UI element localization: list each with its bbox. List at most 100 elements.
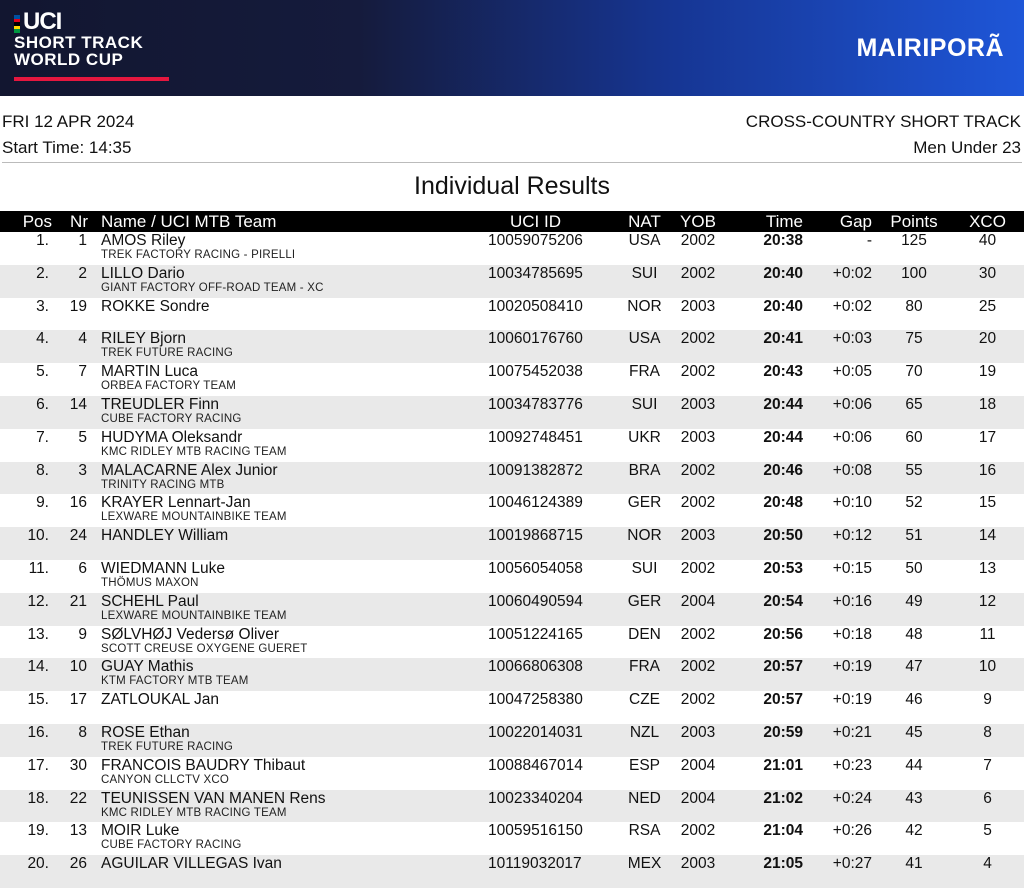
rider-uci-id: 10066806308 [488, 658, 583, 676]
rider-pos: 16. [27, 723, 49, 741]
start-time: Start Time: 14:35 [2, 138, 132, 157]
rider-uci-id: 10119032017 [488, 855, 582, 873]
rider-name: TREUDLER Finn [101, 395, 219, 413]
rider-nat: GER [627, 494, 662, 512]
table-row: 8. 3 MALACARNE Alex Junior 10091382872 BRA 20… [0, 461, 1024, 495]
rider-pos: 8. [36, 461, 49, 479]
series-name-line1: SHORT TRACK [14, 33, 144, 52]
table-row: 9. 16 KRAYER Lennart-Jan 10046124389 GER 2002… [0, 494, 1024, 527]
rider-nat: NOR [627, 297, 662, 315]
rider-xco: 40 [978, 232, 997, 249]
rider-name: MARTIN Luca [101, 363, 199, 381]
rider-gap: +0:02 [832, 264, 872, 282]
rider-pos: 18. [27, 789, 49, 807]
table-row: 4. 4 RILEY Bjorn 10060176760 USA 2002 20:41 +0:… [0, 330, 1024, 364]
table-row: 12. 21 SCHEHL Paul 10060490594 GER 2004 20:54 +… [0, 592, 1024, 626]
table-row: 18. 22 TEUNISSEN VAN MANEN Rens 10023340204… [0, 789, 1024, 823]
rider-time: 20:54 [763, 592, 803, 610]
rider-uci-id: 10047258380 [488, 691, 583, 709]
results-table-header: Pos Nr Name / UCI MTB Team UCI ID NAT YO… [0, 211, 1024, 232]
rider-name: ZATLOUKAL Jan [101, 691, 220, 709]
rider-team: LEXWARE MOUNTAINBIKE TEAM [101, 609, 287, 622]
table-row: 6. 14 TREUDLER Finn 10034783776 SUI 2003 20:44… [0, 395, 1024, 429]
table-row: 14. 10 GUAY Mathis 10066806308 FRA 2002 20:57 +… [0, 658, 1024, 692]
rider-nat: USA [628, 232, 661, 249]
rider-nat: GER [627, 592, 662, 610]
table-row: 5. 7 MARTIN Luca 10075452038 FRA 2002 20:43 +0:… [0, 363, 1024, 396]
rider-uci-id: 10020508410 [488, 297, 583, 315]
rider-points: 75 [905, 330, 923, 348]
rider-name: WIEDMANN Luke [101, 559, 226, 577]
rider-pos: 5. [36, 363, 49, 381]
rider-points: 100 [901, 264, 927, 282]
rider-points: 48 [905, 625, 923, 643]
table-row: 17. 30 FRANCOIS BAUDRY Thibaut 10088467014 E… [0, 757, 1024, 790]
rider-gap: +0:12 [832, 527, 872, 545]
rider-name: ROSE Ethan [101, 723, 190, 741]
col-name: Name / UCI MTB Team [101, 212, 277, 231]
rider-team: LEXWARE MOUNTAINBIKE TEAM [101, 511, 287, 524]
divider [2, 162, 1022, 163]
rider-yob: 2003 [680, 527, 716, 545]
rider-name: AGUILAR VILLEGAS Ivan [101, 855, 282, 873]
rider-nr: 9 [78, 625, 87, 643]
rider-team: TREK FUTURE RACING [101, 740, 234, 753]
rider-time: 21:01 [763, 756, 803, 774]
rider-nat: RSA [628, 822, 661, 840]
rider-yob: 2002 [680, 691, 716, 709]
rider-team: TREK FACTORY RACING - PIRELLI [101, 249, 296, 261]
rider-time: 20:53 [763, 559, 803, 577]
brand-accent-bar [14, 77, 169, 81]
rider-nr: 4 [78, 330, 87, 348]
rider-nat: NOR [627, 527, 662, 545]
rider-time: 20:41 [763, 330, 803, 348]
rider-nr: 17 [69, 691, 87, 709]
rider-xco: 6 [983, 789, 992, 807]
rider-pos: 12. [27, 592, 49, 610]
rider-nr: 5 [78, 428, 87, 446]
event-logo: UCI SHORT TRACK WORLD CUP [14, 10, 169, 81]
rider-nat: SUI [631, 395, 658, 413]
rider-nr: 26 [69, 855, 87, 873]
rider-name: TEUNISSEN VAN MANEN Rens [101, 789, 326, 807]
rider-yob: 2002 [680, 625, 716, 643]
rider-nr: 10 [69, 658, 87, 676]
rider-team: KMC RIDLEY MTB RACING TEAM [101, 806, 287, 819]
rider-pos: 2. [36, 264, 49, 282]
rider-points: 44 [905, 756, 923, 774]
col-gap: Gap [839, 212, 872, 231]
rider-time: 20:50 [763, 527, 803, 545]
rider-time: 20:40 [763, 297, 803, 315]
rider-team: TRINITY RACING MTB [101, 478, 225, 491]
table-row: 10. 24 HANDLEY William 10019868715 NOR 2003 20… [0, 527, 1024, 560]
rider-team: CUBE FACTORY RACING [101, 839, 242, 852]
rider-time: 20:43 [763, 363, 803, 381]
rider-nr: 6 [78, 559, 87, 577]
rider-team: KTM FACTORY MTB TEAM [101, 675, 249, 688]
rider-yob: 2003 [680, 428, 716, 446]
rider-xco: 4 [983, 855, 992, 873]
rider-gap: - [866, 232, 872, 249]
rider-time: 20:44 [763, 428, 803, 446]
table-row: 20. 26 AGUILAR VILLEGAS Ivan 10119032017 MEX… [0, 855, 1024, 888]
rider-uci-id: 10019868715 [488, 527, 583, 545]
rider-uci-id: 10092748451 [488, 428, 583, 446]
rider-yob: 2004 [680, 592, 716, 610]
rider-xco: 19 [978, 363, 997, 381]
rider-pos: 20. [27, 855, 49, 873]
rider-nr: 21 [69, 592, 87, 610]
col-uci-id: UCI ID [510, 212, 561, 231]
page-title: Individual Results [414, 172, 610, 200]
rider-time: 20:48 [763, 494, 803, 512]
results-table-body: 1. 1 AMOS Riley 10059075206 USA 2002 20:38-125… [0, 232, 1024, 888]
rider-nat: NZL [629, 723, 660, 741]
rider-uci-id: 10059516150 [488, 822, 583, 840]
rider-nat: UKR [628, 428, 661, 446]
rider-pos: 17. [27, 756, 49, 774]
rider-xco: 11 [979, 625, 996, 643]
rider-nr: 3 [78, 461, 87, 479]
rider-points: 41 [905, 855, 923, 873]
event-info-left: FRI 12 APR 2024 Start Time: 14:35 [2, 109, 134, 161]
rider-nat: SUI [631, 559, 658, 577]
rider-points: 50 [905, 559, 923, 577]
